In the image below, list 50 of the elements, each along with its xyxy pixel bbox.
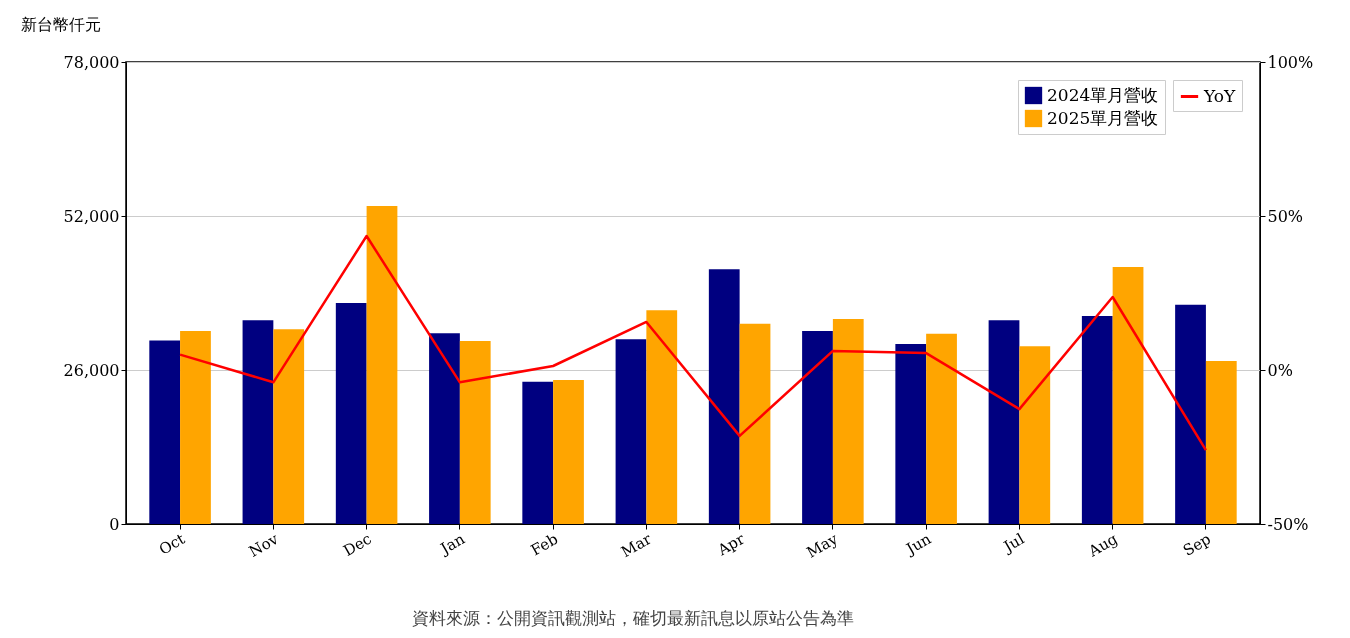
x-tick-label: Oct bbox=[155, 529, 189, 559]
bar bbox=[1205, 361, 1237, 524]
source-note: 資料來源：公開資訊觀測站，確切最新訊息以原站公告為準 bbox=[412, 608, 854, 628]
x-tick-label: Jun bbox=[901, 529, 935, 560]
x-tick-label: Jan bbox=[435, 529, 469, 559]
y2-tick-label: 100% bbox=[1267, 52, 1314, 72]
y2-tick-label: 50% bbox=[1267, 206, 1304, 226]
x-tick-label: Sep bbox=[1180, 529, 1214, 560]
x-tick-label: Apr bbox=[713, 529, 749, 560]
x-tick-label: Nov bbox=[245, 529, 282, 561]
y-tick-label: 78,000 bbox=[63, 52, 120, 72]
bar bbox=[180, 330, 211, 524]
bar bbox=[988, 320, 1020, 524]
bar bbox=[926, 333, 957, 524]
y-tick-label: 52,000 bbox=[63, 206, 120, 226]
x-tick-label: Mar bbox=[618, 529, 656, 562]
bar bbox=[459, 340, 491, 524]
bar bbox=[273, 329, 305, 524]
bar bbox=[646, 310, 678, 524]
x-tick-label: May bbox=[803, 529, 842, 562]
bar bbox=[802, 330, 833, 524]
x-tick-label: Jul bbox=[998, 529, 1028, 557]
bar bbox=[1019, 346, 1051, 524]
bar bbox=[708, 269, 740, 524]
bar bbox=[832, 319, 864, 524]
bar bbox=[553, 380, 584, 524]
y-axis-title: 新台幣仟元 bbox=[20, 14, 101, 34]
legend-label: 2024單月營收 bbox=[1047, 84, 1159, 105]
legend-label: 2025單月營收 bbox=[1047, 107, 1159, 128]
x-tick-label: Dec bbox=[340, 529, 375, 561]
bar bbox=[429, 333, 460, 524]
legend-label: YoY bbox=[1203, 85, 1236, 106]
x-tick-label: Feb bbox=[527, 529, 562, 560]
bar bbox=[615, 339, 647, 524]
bar bbox=[1112, 266, 1144, 524]
y2-tick-label: 0% bbox=[1267, 360, 1293, 380]
bar bbox=[895, 343, 927, 524]
y-tick-label: 0 bbox=[109, 514, 120, 534]
y2-tick-label: -50% bbox=[1267, 514, 1309, 534]
bar bbox=[242, 320, 274, 524]
bar bbox=[1081, 316, 1113, 524]
bar bbox=[1175, 304, 1206, 524]
y-tick-label: 26,000 bbox=[63, 360, 120, 380]
line-series bbox=[178, 234, 1208, 452]
bar bbox=[739, 323, 771, 524]
bar bbox=[366, 205, 398, 524]
bar bbox=[522, 381, 554, 524]
bar bbox=[149, 340, 181, 524]
x-tick-label: Aug bbox=[1084, 529, 1121, 561]
bar bbox=[335, 303, 367, 524]
